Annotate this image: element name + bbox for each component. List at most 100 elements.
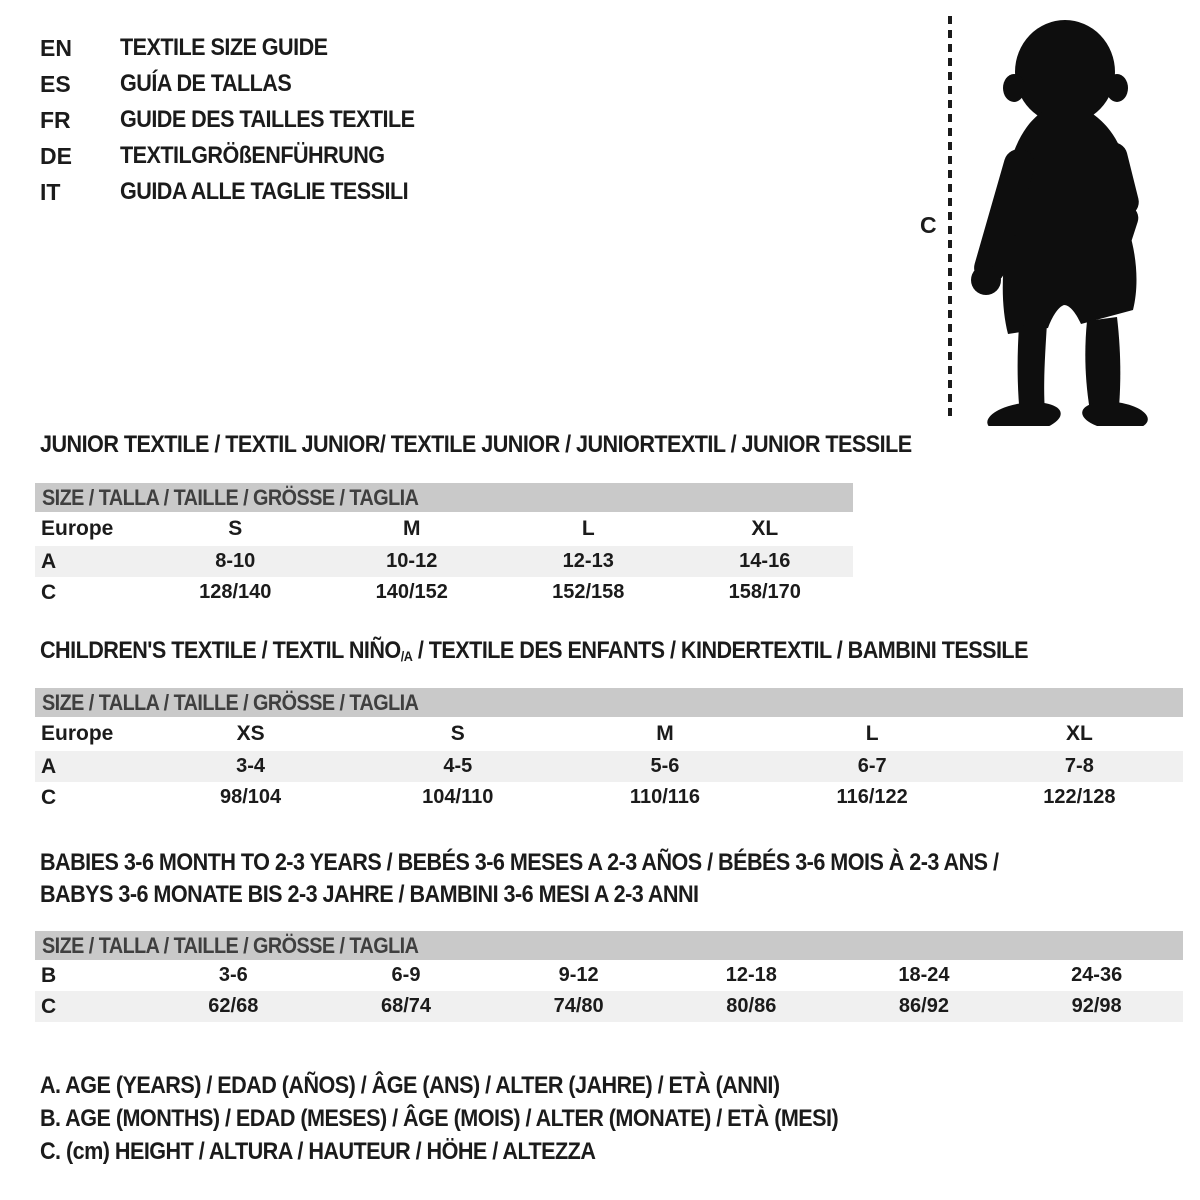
language-code: FR [40,106,71,133]
height-value-cell: 140/152 [375,581,448,603]
babies-size-header-bar: SIZE / TALLA / TAILLE / GRÖSSE / TAGLIA [35,931,1183,960]
size-value-cell: L [581,517,595,540]
height-value-cell: 152/158 [552,581,625,603]
legend-text-age-years: A. AGE (YEARS) / EDAD (AÑOS) / ÂGE (ANS)… [40,1071,780,1099]
row-label-cell: Europe [41,722,114,745]
junior-size-table: SIZE / TALLA / TAILLE / GRÖSSE / TAGLIA … [35,483,853,608]
babies-title-line1: BABIES 3-6 MONTH TO 2-3 YEARS / BEBÉS 3-… [40,849,999,876]
height-value-cell: 86/92 [898,995,949,1017]
size-header-text: SIZE / TALLA / TAILLE / GRÖSSE / TAGLIA [42,484,419,510]
height-value-cell: 74/80 [553,995,604,1017]
table-row-age-years: A 3-4 4-5 5-6 6-7 7-8 [35,751,1183,782]
guide-title-it: GUIDA ALLE TAGLIE TESSILI [120,178,409,205]
size-value-cell: M [656,722,674,745]
junior-section-title: JUNIOR TEXTILE / TEXTIL JUNIOR/ TEXTILE … [40,432,1008,458]
size-value-cell: S [228,517,243,540]
height-value-cell: 110/116 [629,786,701,808]
language-code: IT [40,178,61,205]
language-row-it: IT GUIDA ALLE TAGLIE TESSILI [40,174,447,210]
row-label-cell: A [41,754,57,778]
language-code: ES [40,70,71,97]
table-row-height-cm: C 128/140 140/152 152/158 158/170 [35,577,853,608]
size-value-cell: L [865,722,879,745]
table-row-height-cm: C 62/68 68/74 74/80 80/86 86/92 92/98 [35,991,1183,1022]
children-size-header-bar: SIZE / TALLA / TAILLE / GRÖSSE / TAGLIA [35,688,1183,717]
age-value-cell: 12-13 [562,550,614,572]
height-value-cell: 116/122 [836,786,908,808]
babies-size-table: SIZE / TALLA / TAILLE / GRÖSSE / TAGLIA … [35,931,1183,1022]
children-table: Europe XS S M L XL A 3-4 4-5 5-6 6-7 7-8… [35,717,1183,813]
age-value-cell: 4-5 [443,755,473,777]
age-value-cell: 12-18 [725,964,777,986]
children-title-post: / TEXTILE DES ENFANTS / KINDERTEXTIL / B… [412,637,1029,664]
language-code: DE [40,142,72,169]
size-value-cell: XL [751,517,779,540]
language-row-de: DE TEXTILGRÖßENFÜHRUNG [40,138,447,174]
row-label-cell: C [41,994,57,1018]
size-value-cell: S [450,722,465,745]
row-label-cell: Europe [41,517,114,540]
age-value-cell: 8-10 [215,550,256,572]
language-row-en: EN TEXTILE SIZE GUIDE [40,30,447,66]
height-value-cell: 98/104 [220,786,282,808]
height-measure-dashed-line-icon [948,16,952,418]
toddler-silhouette-image [971,20,1148,426]
size-header-text: SIZE / TALLA / TAILLE / GRÖSSE / TAGLIA [42,932,419,958]
height-value-cell: 68/74 [380,995,432,1017]
guide-title-de: TEXTILGRÖßENFÜHRUNG [120,142,385,169]
age-value-cell: 10-12 [386,550,438,572]
age-value-cell: 3-6 [218,964,248,986]
size-value-cell: XS [236,722,265,745]
legend-text-height-cm: C. (cm) HEIGHT / ALTURA / HAUTEUR / HÖHE… [40,1137,596,1165]
height-value-cell: 92/98 [1071,995,1122,1017]
height-value-cell: 80/86 [726,995,777,1017]
table-row-age-years: A 8-10 10-12 12-13 14-16 [35,546,853,577]
legend-line-b: B. AGE (MONTHS) / EDAD (MESES) / ÂGE (MO… [40,1102,927,1135]
size-value-cell: XL [1065,722,1093,745]
guide-title-fr: GUIDE DES TAILLES TEXTILE [120,106,415,133]
children-section-title-text: CHILDREN'S TEXTILE / TEXTIL NIÑO/A / TEX… [40,637,1029,669]
table-row-age-months: B 3-6 6-9 9-12 12-18 18-24 24-36 [35,960,1183,991]
babies-section-title: BABIES 3-6 MONTH TO 2-3 YEARS / BEBÉS 3-… [40,847,1105,911]
height-value-cell: 122/128 [1043,786,1116,808]
children-title-sub: /A [400,648,413,664]
language-row-fr: FR GUIDE DES TAILLES TEXTILE [40,102,447,138]
row-label-cell: C [41,580,57,604]
size-header-text: SIZE / TALLA / TAILLE / GRÖSSE / TAGLIA [42,689,419,715]
height-value-cell: 128/140 [199,581,272,603]
row-label-cell: A [41,549,57,573]
table-row-europe: Europe XS S M L XL [35,717,1183,751]
age-value-cell: 5-6 [650,755,680,777]
language-title-list: EN TEXTILE SIZE GUIDE ES GUÍA DE TALLAS … [40,30,447,210]
measurement-legend: A. AGE (YEARS) / EDAD (AÑOS) / ÂGE (ANS)… [40,1069,927,1168]
age-value-cell: 14-16 [739,550,791,572]
height-value-cell: 158/170 [728,581,801,603]
children-title-pre: CHILDREN'S TEXTILE / TEXTIL NIÑO [40,637,401,664]
legend-text-age-months: B. AGE (MONTHS) / EDAD (MESES) / ÂGE (MO… [40,1104,839,1132]
age-value-cell: 6-7 [857,755,887,777]
legend-line-a: A. AGE (YEARS) / EDAD (AÑOS) / ÂGE (ANS)… [40,1069,927,1102]
row-label-cell: C [41,785,57,809]
babies-table: B 3-6 6-9 9-12 12-18 18-24 24-36 C 62/68… [35,960,1183,1022]
table-row-height-cm: C 98/104 104/110 110/116 116/122 122/128 [35,782,1183,813]
table-row-europe: Europe S M L XL [35,512,853,546]
age-value-cell: 9-12 [558,964,599,986]
age-value-cell: 18-24 [898,964,950,986]
legend-line-c: C. (cm) HEIGHT / ALTURA / HAUTEUR / HÖHE… [40,1135,927,1168]
junior-size-header-bar: SIZE / TALLA / TAILLE / GRÖSSE / TAGLIA [35,483,853,512]
size-value-cell: M [403,517,421,540]
language-row-es: ES GUÍA DE TALLAS [40,66,447,102]
language-code: EN [40,34,72,61]
children-section-title: CHILDREN'S TEXTILE / TEXTIL NIÑO/A / TEX… [40,638,1138,669]
age-value-cell: 6-9 [391,964,421,986]
height-value-cell: 62/68 [208,995,259,1017]
height-value-cell: 104/110 [422,786,494,808]
age-value-cell: 7-8 [1064,755,1094,777]
guide-title-en: TEXTILE SIZE GUIDE [120,34,328,61]
height-measure-label: C [920,212,937,238]
age-value-cell: 24-36 [1071,964,1123,986]
row-label-cell: B [41,963,57,987]
age-value-cell: 3-4 [236,755,266,777]
junior-table: Europe S M L XL A 8-10 10-12 12-13 14-16… [35,512,853,608]
